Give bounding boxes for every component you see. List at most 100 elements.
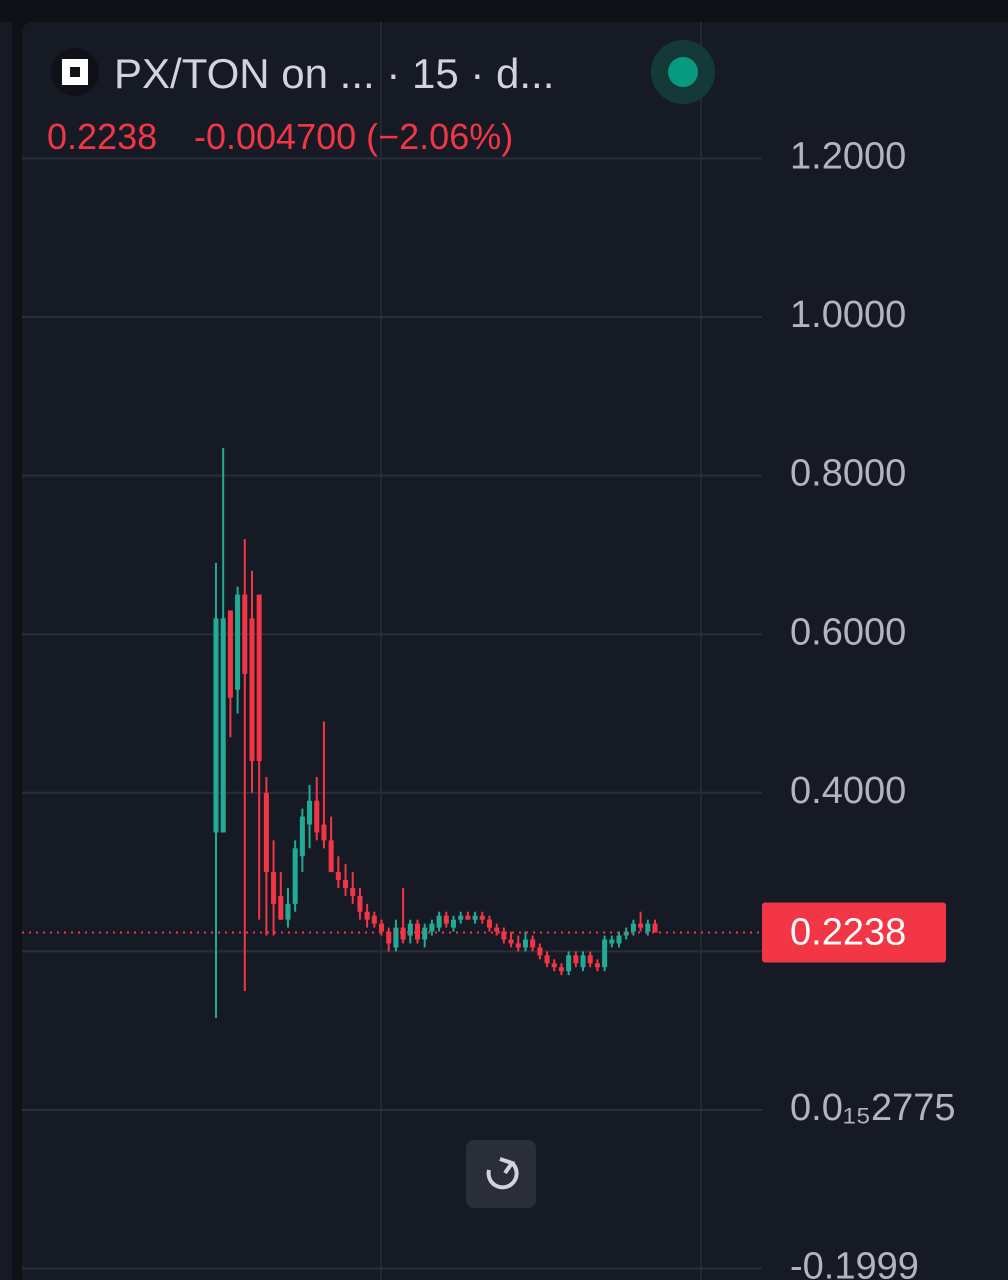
candle-body bbox=[551, 963, 557, 968]
candle-body bbox=[501, 931, 507, 940]
candle-body bbox=[609, 939, 615, 944]
candle bbox=[422, 923, 428, 948]
candle-body bbox=[443, 915, 449, 924]
chart-title: PX/TON on ... · 15 · d... bbox=[114, 50, 554, 97]
candle bbox=[386, 927, 392, 952]
reset-icon-arrow[interactable] bbox=[499, 1157, 516, 1175]
y-tick-label: 0.8000 bbox=[790, 453, 906, 495]
candle bbox=[220, 447, 226, 833]
candle-body bbox=[407, 923, 413, 936]
candle-body bbox=[558, 967, 564, 972]
candle-body bbox=[299, 816, 305, 857]
candle-body bbox=[580, 955, 586, 968]
left-panel-edge bbox=[0, 22, 12, 1280]
candle-body bbox=[436, 915, 442, 928]
reset-button-bg[interactable] bbox=[466, 1140, 536, 1208]
candle-body bbox=[220, 618, 226, 833]
price-change: -0.004700 (−2.06%) bbox=[194, 116, 513, 157]
y-tick-label: 0.4000 bbox=[790, 770, 906, 812]
candle-body bbox=[623, 931, 629, 936]
candle bbox=[321, 721, 327, 849]
candle bbox=[256, 594, 262, 920]
candle bbox=[379, 919, 385, 936]
grid bbox=[22, 157, 762, 1270]
last-price: 0.2238 bbox=[47, 116, 157, 157]
candle bbox=[594, 959, 600, 972]
candle bbox=[486, 915, 492, 932]
candle bbox=[587, 951, 593, 968]
candle bbox=[465, 911, 471, 920]
candle bbox=[263, 776, 269, 936]
candle bbox=[271, 840, 277, 936]
candle-body bbox=[479, 915, 485, 920]
candle-body bbox=[544, 955, 550, 964]
candle bbox=[558, 963, 564, 976]
candle-body bbox=[393, 927, 399, 948]
candle-body bbox=[630, 923, 636, 932]
candle-body bbox=[587, 955, 593, 964]
candle-body bbox=[494, 927, 500, 932]
candle bbox=[299, 808, 305, 873]
candle bbox=[515, 935, 521, 952]
symbol-icon-inner bbox=[70, 67, 80, 77]
candle bbox=[278, 872, 284, 920]
candle-body bbox=[213, 618, 219, 833]
candle bbox=[530, 935, 536, 952]
reset-button[interactable] bbox=[466, 1140, 536, 1208]
candle-body bbox=[364, 911, 370, 920]
candle-body bbox=[379, 923, 385, 932]
reset-icon[interactable] bbox=[486, 1161, 519, 1190]
candle bbox=[357, 887, 363, 920]
candle-body bbox=[573, 955, 579, 964]
candle-body bbox=[602, 939, 608, 968]
candle-body bbox=[371, 915, 377, 924]
candle bbox=[400, 887, 406, 944]
price-axis: -0.19990.0₁₅27750.20000.40000.60000.8000… bbox=[22, 135, 956, 1280]
candle bbox=[537, 943, 543, 960]
y-tick-label: 0.0₁₅2775 bbox=[790, 1087, 956, 1129]
candle-body bbox=[652, 923, 658, 933]
last-price-label: 0.2238 bbox=[790, 912, 906, 954]
candle bbox=[450, 915, 457, 932]
candle-body bbox=[508, 939, 514, 944]
candle-body bbox=[450, 919, 457, 928]
candle bbox=[472, 911, 478, 924]
candle-body bbox=[263, 792, 269, 873]
candle-body bbox=[616, 935, 622, 944]
candle-body bbox=[486, 919, 492, 928]
candle bbox=[501, 927, 507, 944]
candle bbox=[609, 935, 615, 948]
candles bbox=[213, 447, 658, 1019]
candle-body bbox=[594, 963, 600, 968]
candle bbox=[213, 562, 219, 1019]
candle-body bbox=[335, 872, 341, 881]
candle bbox=[494, 923, 500, 936]
candle bbox=[414, 919, 421, 944]
candle bbox=[508, 931, 514, 948]
candle bbox=[292, 840, 298, 912]
y-tick-label: -0.1999 bbox=[790, 1246, 919, 1280]
candle-body bbox=[465, 915, 471, 920]
candle-body bbox=[357, 895, 363, 912]
candle-body bbox=[235, 594, 241, 690]
candle bbox=[616, 931, 622, 948]
candle bbox=[227, 610, 233, 738]
candle-body bbox=[328, 840, 334, 873]
candle bbox=[307, 784, 313, 849]
candle-body bbox=[472, 915, 478, 920]
candle bbox=[479, 911, 485, 924]
candle bbox=[242, 539, 248, 992]
candle-body bbox=[422, 927, 428, 940]
candle bbox=[652, 919, 658, 933]
candle bbox=[235, 586, 241, 714]
candle-body bbox=[638, 923, 644, 928]
candle-body bbox=[645, 923, 651, 932]
candle-body bbox=[458, 915, 464, 920]
candle bbox=[602, 935, 608, 972]
candle-body bbox=[400, 927, 406, 940]
candle-body bbox=[278, 895, 284, 920]
candle-body bbox=[307, 800, 313, 825]
candle bbox=[580, 951, 586, 972]
candle bbox=[350, 872, 356, 904]
candle bbox=[645, 919, 651, 936]
